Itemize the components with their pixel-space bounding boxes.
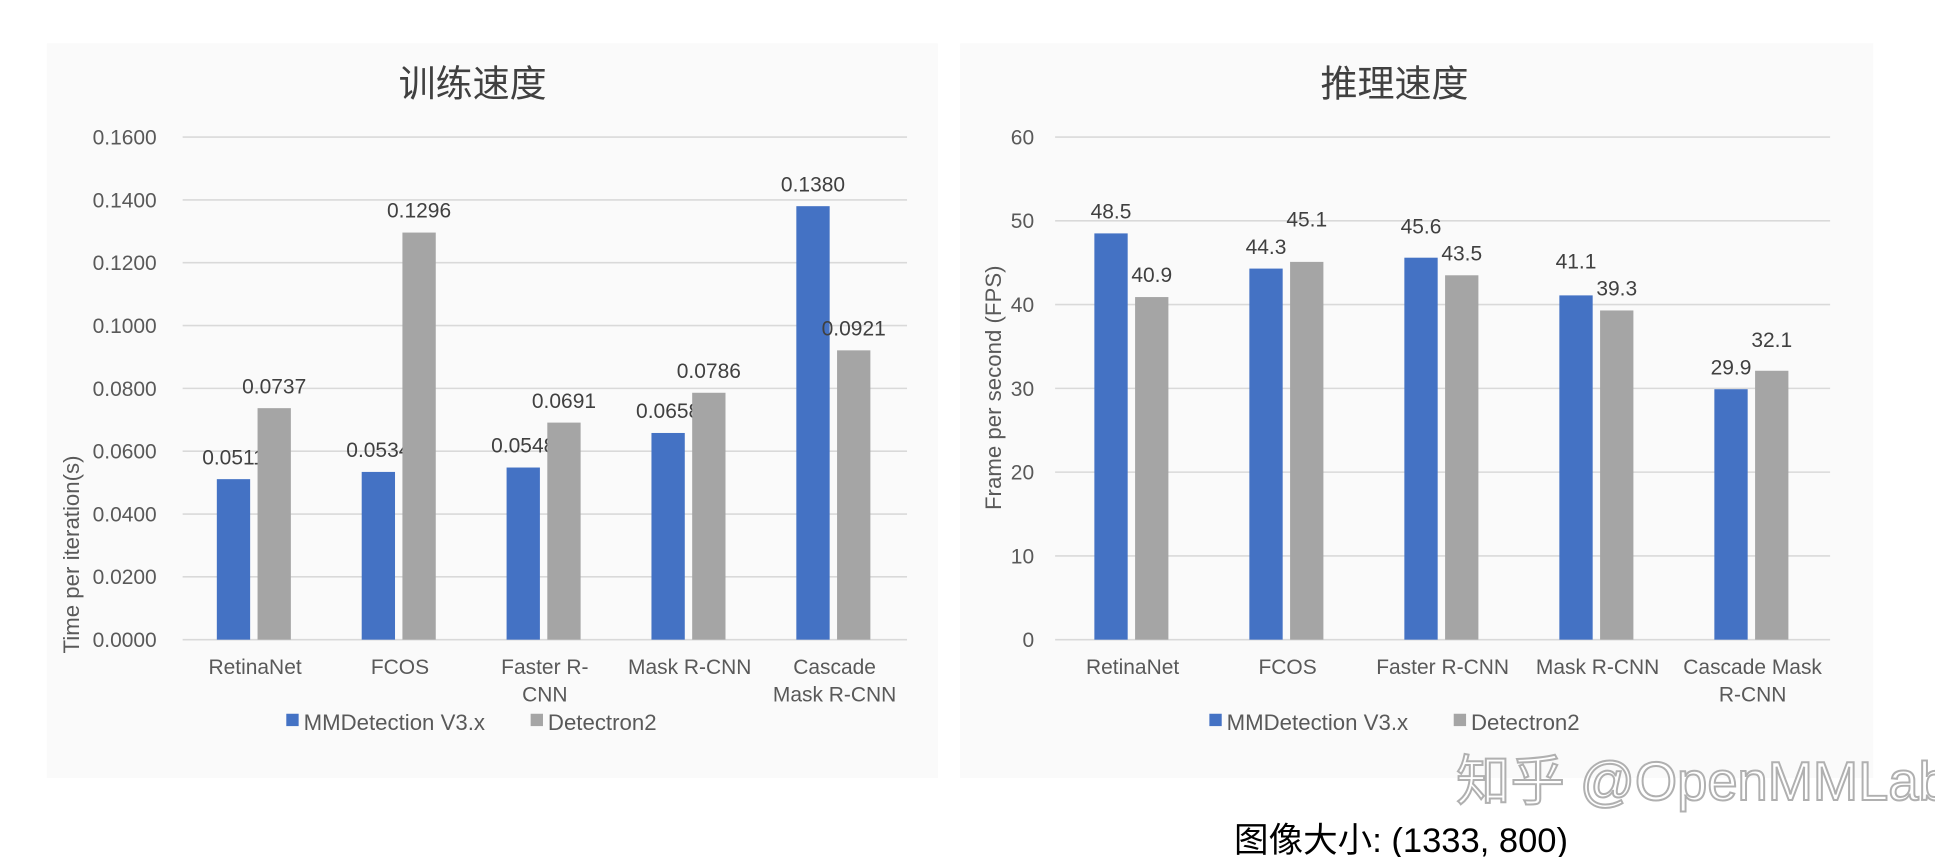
legend-swatch: [286, 713, 299, 727]
bar-detectron2: [1135, 297, 1169, 640]
legend-label: MMDetection V3.x: [1227, 710, 1408, 735]
bar-mmdetection: [1404, 257, 1438, 640]
x-category-label: RetinaNet: [1086, 656, 1179, 679]
data-label: 0.0534: [346, 439, 410, 462]
x-category-label: RetinaNet: [208, 656, 301, 679]
x-category-label: Faster R-: [501, 656, 588, 679]
bar-detectron2: [1600, 310, 1634, 640]
y-tick-label: 0.1200: [93, 252, 157, 275]
bar-detectron2: [1755, 370, 1789, 640]
data-label: 0.0658: [636, 400, 700, 423]
x-category-label: R-CNN: [1719, 683, 1787, 706]
y-tick-label: 20: [1011, 462, 1034, 485]
y-tick-label: 0.1000: [93, 315, 157, 338]
x-category-label: Mask R-CNN: [628, 656, 751, 679]
bar-detectron2: [547, 422, 581, 640]
data-label: 39.3: [1596, 278, 1637, 301]
chart-training-speed: 训练速度 0.0000 0.0200 0.0400 0.0600 0.0800 0.1000…: [59, 62, 908, 735]
panel-training: [46, 43, 938, 778]
y-tick-label: 10: [1011, 545, 1034, 568]
y-tick-label: 0.0200: [93, 566, 157, 589]
data-label: 0.0511: [202, 446, 265, 469]
x-category-label: Cascade Mask: [1683, 656, 1822, 679]
bar-mmdetection: [216, 479, 251, 640]
y-tick-label: 0.0000: [93, 629, 157, 652]
data-label: 0.0737: [242, 375, 306, 398]
x-category-label: FCOS: [1258, 656, 1316, 679]
legend-label: MMDetection V3.x: [304, 710, 485, 735]
data-label: 0.0548: [491, 435, 555, 458]
data-label: 44.3: [1246, 236, 1287, 259]
bar-mmdetection: [1559, 295, 1593, 640]
bar-mmdetection: [796, 206, 830, 640]
legend-swatch: [1209, 713, 1222, 727]
y-tick-label: 0.1600: [93, 126, 157, 149]
x-category-label: Mask R-CNN: [1536, 656, 1659, 679]
x-category-label: Cascade: [793, 656, 876, 679]
legend-swatch: [1453, 713, 1467, 727]
bar-mmdetection: [651, 432, 685, 640]
data-label: 0.0921: [822, 318, 886, 341]
bar-detectron2: [692, 392, 726, 640]
bar-mmdetection: [361, 471, 396, 640]
data-label: 41.1: [1556, 250, 1597, 273]
bar-detectron2: [402, 232, 436, 640]
y-tick-label: 0.0800: [93, 378, 157, 401]
bar-mmdetection: [1714, 389, 1748, 640]
data-label: 0.1296: [387, 200, 451, 223]
bar-mmdetection: [506, 467, 540, 640]
bar-detectron2: [1290, 261, 1324, 640]
bar-detectron2: [257, 408, 291, 640]
y-tick-label: 30: [1011, 378, 1034, 401]
data-label: 0.0691: [532, 390, 596, 413]
data-label: 0.0786: [677, 360, 741, 383]
data-label: 0.1380: [781, 173, 845, 196]
bar-mmdetection: [1249, 268, 1283, 640]
y-tick-label: 0.0400: [93, 503, 157, 526]
image-size-caption: 图像大小: (1333, 800): [1234, 822, 1568, 857]
y-tick-label: 0: [1022, 629, 1034, 652]
data-label: 43.5: [1441, 242, 1482, 265]
data-label: 45.1: [1286, 209, 1327, 232]
y-tick-label: 60: [1011, 126, 1034, 149]
legend-swatch: [530, 713, 543, 727]
data-label: 45.6: [1401, 215, 1442, 238]
y-tick-label: 50: [1011, 210, 1034, 233]
data-label: 40.9: [1131, 264, 1172, 287]
data-label: 32.1: [1751, 329, 1792, 352]
x-category-label: Mask R-CNN: [773, 683, 896, 706]
chart-title: 推理速度: [1320, 62, 1468, 104]
data-label: 29.9: [1711, 356, 1752, 379]
chart-inference-speed: 推理速度 0 10 20 30 40 50 60 Frame per second (FPS) R…: [981, 62, 1831, 735]
legend-label: Detectron2: [1471, 710, 1580, 735]
legend-label: Detectron2: [548, 710, 657, 735]
y-axis-title: Time per iteration(s): [59, 455, 84, 653]
y-tick-label: 40: [1011, 294, 1034, 317]
data-label: 48.5: [1091, 201, 1132, 224]
x-category-label: CNN: [522, 683, 567, 706]
watermark: 知乎 @OpenMMLab: [1456, 751, 1935, 812]
bar-mmdetection: [1094, 233, 1128, 640]
y-tick-label: 0.0600: [93, 441, 157, 464]
bar-detectron2: [837, 350, 871, 640]
chart-title: 训练速度: [399, 62, 547, 104]
x-category-label: Faster R-CNN: [1376, 656, 1509, 679]
y-tick-label: 0.1400: [93, 189, 157, 212]
bar-detectron2: [1445, 275, 1479, 640]
x-category-label: FCOS: [371, 656, 429, 679]
y-axis-title: Frame per second (FPS): [981, 265, 1006, 510]
